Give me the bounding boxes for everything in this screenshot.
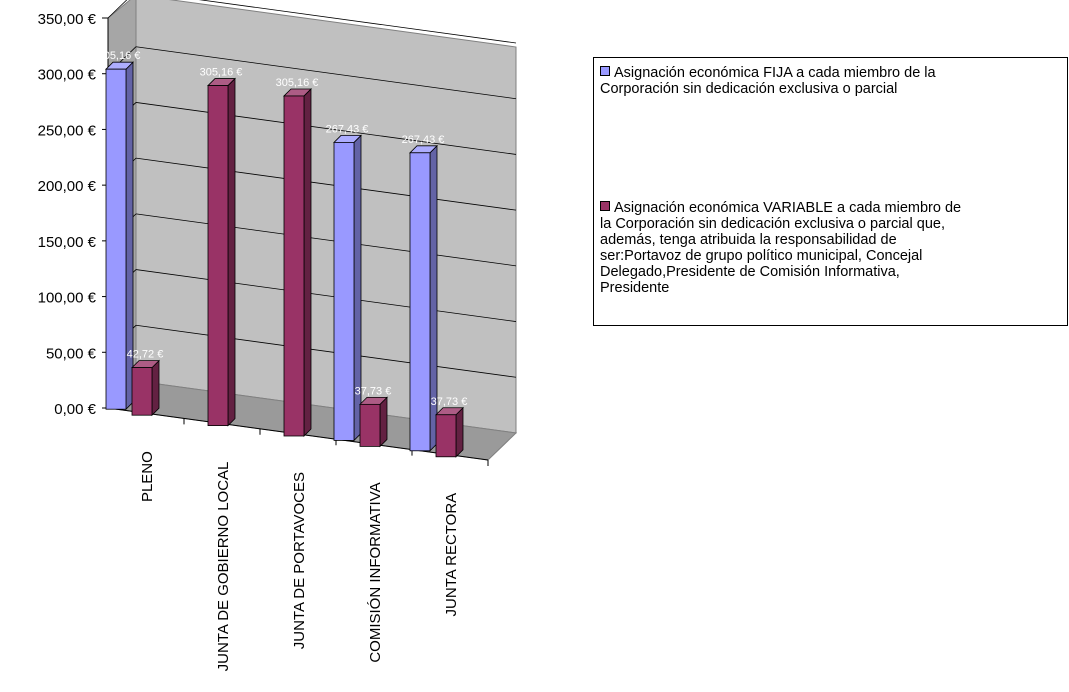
bar-variable (283, 95, 305, 437)
side-gridline (107, 0, 128, 19)
bar-variable-side (227, 77, 236, 427)
gridline (135, 213, 517, 267)
bar-variable-side (379, 396, 388, 448)
data-label: 305,16 € (200, 67, 243, 79)
x-tick-label: COMISIÓN INFORMATIVA (367, 482, 384, 662)
y-tick-label: 0,00 € (54, 401, 96, 418)
data-label: 42,72 € (127, 349, 164, 361)
bar-fija (409, 152, 431, 452)
legend-swatch-fija (600, 66, 610, 76)
chart-legend: Asignación económica FIJA a cada miembro… (593, 57, 1068, 326)
y-tick-label: 150,00 € (38, 234, 97, 251)
x-tick-label: JUNTA RECTORA (443, 493, 460, 617)
data-label: 37,73 € (355, 385, 392, 397)
gridline (135, 102, 517, 155)
bar-variable (435, 414, 457, 458)
y-tick-label: 100,00 € (38, 290, 97, 307)
bar-variable-side (303, 87, 312, 437)
legend-swatch-variable (600, 201, 610, 211)
bar-variable (207, 85, 229, 427)
x-tick-label: PLENO (139, 451, 156, 502)
bar-fija (105, 68, 127, 410)
back-wall (135, 0, 517, 434)
legend-label-variable: Asignación económica VARIABLE a cada mie… (600, 200, 962, 296)
data-label: 37,73 € (431, 396, 468, 408)
x-tick-label: JUNTA DE GOBIERNO LOCAL (215, 462, 232, 672)
legend-label-fija: Asignación económica FIJA a cada miembro… (600, 65, 936, 97)
y-tick-label: 200,00 € (38, 178, 97, 195)
data-label: 305,16 € (276, 77, 319, 89)
legend-item-fija: Asignación económica FIJA a cada miembro… (600, 65, 936, 97)
x-tick-label: JUNTA DE PORTAVOCES (291, 472, 308, 649)
y-tick-label: 250,00 € (38, 122, 97, 139)
gridline (135, 157, 517, 211)
gridline (135, 269, 517, 322)
gridline (135, 324, 517, 378)
bar-variable (131, 367, 153, 416)
bar-fija (333, 142, 355, 441)
data-label: 305,16 € (98, 50, 141, 62)
data-label: 267,43 € (326, 123, 369, 135)
gridline (198, 0, 517, 44)
gridline (135, 46, 517, 100)
y-tick-label: 350,00 € (38, 11, 97, 28)
data-label: 267,43 € (402, 134, 445, 146)
legend-item-variable: Asignación económica VARIABLE a cada mie… (600, 200, 961, 296)
bar-variable (359, 403, 381, 447)
y-tick-label: 50,00 € (46, 345, 97, 362)
y-tick-label: 300,00 € (38, 67, 97, 84)
bar-variable-side (455, 406, 464, 458)
bar-variable-side (151, 359, 160, 417)
